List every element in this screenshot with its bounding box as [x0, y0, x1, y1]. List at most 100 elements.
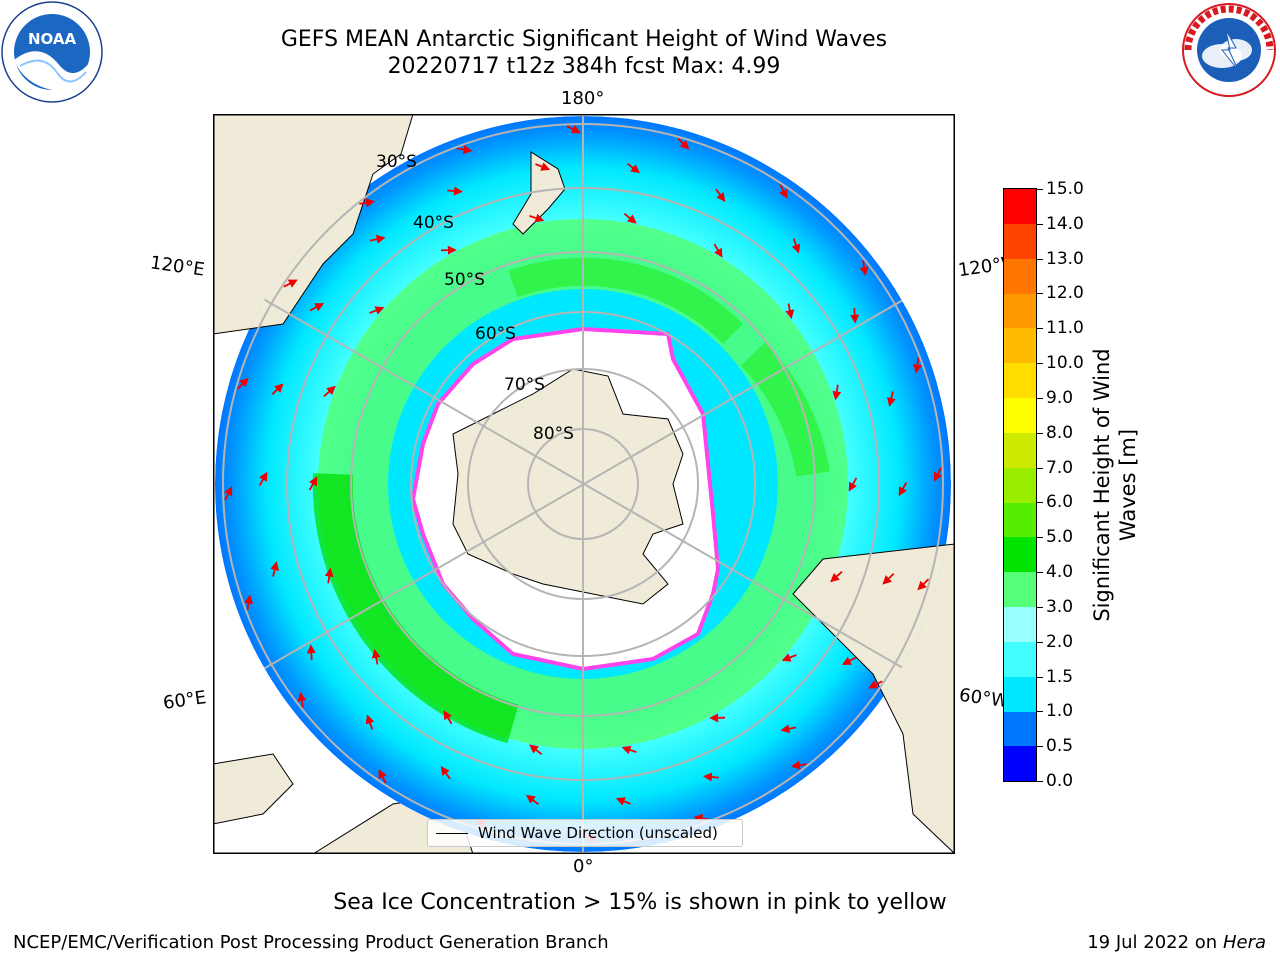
colorbar-tick-label: 4.0	[1046, 562, 1074, 583]
colorbar-tick-label: 14.0	[1046, 213, 1084, 234]
wave-direction-arrow	[898, 482, 908, 497]
colorbar-segment	[1004, 432, 1036, 468]
wave-direction-arrow	[224, 486, 233, 501]
wave-direction-arrow	[529, 213, 545, 223]
wind-wave-arrows	[224, 125, 942, 843]
lon-label-0: 0°	[573, 856, 594, 877]
wave-band-4m-east	[740, 342, 830, 477]
colorbar-tick-label: 2.0	[1046, 631, 1074, 652]
colorbar-segment	[1004, 711, 1036, 747]
colorbar-tick-label: 0.5	[1046, 736, 1074, 757]
wave-direction-arrow	[447, 186, 463, 196]
wave-direction-arrow	[868, 680, 883, 689]
wave-direction-arrow	[270, 561, 280, 577]
chart-title: GEFS MEAN Antarctic Significant Height o…	[280, 27, 888, 52]
colorbar-tick	[1037, 537, 1043, 539]
lat-label-60s: 60°S	[475, 324, 516, 344]
chart-subtitle: 20220717 t12z 384h fcst Max: 4.99	[387, 54, 781, 79]
polar-map	[213, 114, 955, 854]
wave-direction-arrow	[859, 260, 869, 276]
wave-direction-arrow	[933, 467, 942, 482]
colorbar-segment	[1004, 676, 1036, 712]
wave-direction-arrow	[703, 772, 719, 782]
lon-label-120e: 120°E	[148, 252, 206, 281]
wave-direction-arrow	[271, 383, 284, 395]
noaa-logo-text: NOAA	[28, 30, 77, 48]
footer-date: 19 Jul 2022 on Hera	[1087, 932, 1266, 953]
wave-direction-arrow	[525, 794, 539, 806]
wave-direction-arrow	[258, 471, 268, 486]
colorbar-title: Significant Height of Wind Waves [m]	[1089, 285, 1141, 685]
wave-direction-arrow	[529, 744, 543, 756]
wave-direction-arrow	[627, 162, 641, 174]
wave-band-4m-pacific	[508, 257, 743, 344]
colorbar-tick-label: 7.0	[1046, 457, 1074, 478]
map-legend: Wind Wave Direction (unscaled)	[427, 819, 743, 847]
wave-direction-arrow	[917, 578, 930, 591]
wave-direction-arrow	[882, 573, 895, 585]
lon-label-180: 180°	[561, 88, 605, 109]
colorbar-tick	[1037, 432, 1043, 434]
wave-direction-arrow	[371, 648, 381, 665]
wave-direction-arrow	[324, 567, 334, 584]
colorbar-tick	[1037, 293, 1043, 295]
colorbar-tick-label: 0.0	[1046, 771, 1074, 791]
colorbar-tick-label: 11.0	[1046, 318, 1084, 339]
colorbar-tick	[1037, 363, 1043, 365]
colorbar-segment	[1004, 223, 1036, 259]
footer-date-text: 19 Jul 2022 on	[1087, 932, 1223, 953]
colorbar-tick-label: 1.5	[1046, 666, 1074, 687]
wave-direction-arrow	[244, 594, 254, 611]
colorbar-segment	[1004, 537, 1036, 573]
colorbar-tick	[1037, 328, 1043, 330]
colorbar-segment	[1004, 572, 1036, 608]
wave-direction-arrow	[830, 571, 843, 583]
colorbar-tick	[1037, 258, 1043, 260]
colorbar-tick-label: 12.0	[1046, 283, 1084, 304]
legend-label: Wind Wave Direction (unscaled)	[478, 824, 718, 842]
colorbar-tick-label: 3.0	[1046, 596, 1074, 617]
wave-direction-arrow	[781, 653, 797, 662]
colorbar-segment	[1004, 363, 1036, 399]
colorbar-segment	[1004, 502, 1036, 538]
longitude-gridlines	[215, 116, 951, 852]
colorbar-segment	[1004, 258, 1036, 294]
colorbar-tick	[1037, 711, 1043, 713]
wave-direction-arrow	[369, 306, 385, 315]
legend-line-icon	[436, 833, 468, 834]
wave-direction-arrow	[621, 745, 637, 755]
lon-label-60e: 60°E	[161, 687, 208, 714]
wave-direction-arrow	[309, 303, 325, 312]
colorbar-segment	[1004, 397, 1036, 433]
colorbar-title-line2: Waves [m]	[1116, 428, 1140, 542]
lat-label-80s: 80°S	[533, 424, 574, 444]
colorbar-tick-label: 1.0	[1046, 701, 1074, 722]
lat-label-50s: 50°S	[444, 270, 485, 290]
colorbar-tick	[1037, 572, 1043, 574]
wave-direction-arrow	[841, 656, 857, 665]
colorbar-segment	[1004, 189, 1036, 224]
wave-direction-arrow	[306, 644, 316, 661]
colorbar-tick	[1037, 467, 1043, 469]
colorbar-tick-label: 6.0	[1046, 492, 1074, 513]
lat-label-70s: 70°S	[504, 375, 545, 395]
colorbar-tick	[1037, 502, 1043, 504]
wave-direction-arrow	[369, 234, 386, 244]
colorbar-segment	[1004, 641, 1036, 677]
wave-band-4m-indian	[312, 473, 519, 744]
colorbar-tick-label: 10.0	[1046, 353, 1084, 374]
sea-ice-note: Sea Ice Concentration > 15% is shown in …	[333, 890, 947, 915]
colorbar-title-line1: Significant Height of Wind	[1090, 348, 1114, 622]
colorbar-tick-label: 15.0	[1046, 179, 1084, 199]
wave-direction-arrow	[791, 238, 801, 254]
nws-logo	[1178, 0, 1280, 100]
colorbar-tick	[1037, 641, 1043, 643]
noaa-logo: NOAA	[0, 0, 104, 104]
wave-direction-arrow	[780, 724, 797, 734]
colorbar-tick	[1037, 781, 1043, 782]
wave-direction-arrow	[456, 145, 473, 155]
colorbar-segment	[1004, 606, 1036, 642]
colorbar-segment	[1004, 467, 1036, 503]
colorbar-tick	[1037, 676, 1043, 678]
colorbar-tick	[1037, 746, 1043, 748]
